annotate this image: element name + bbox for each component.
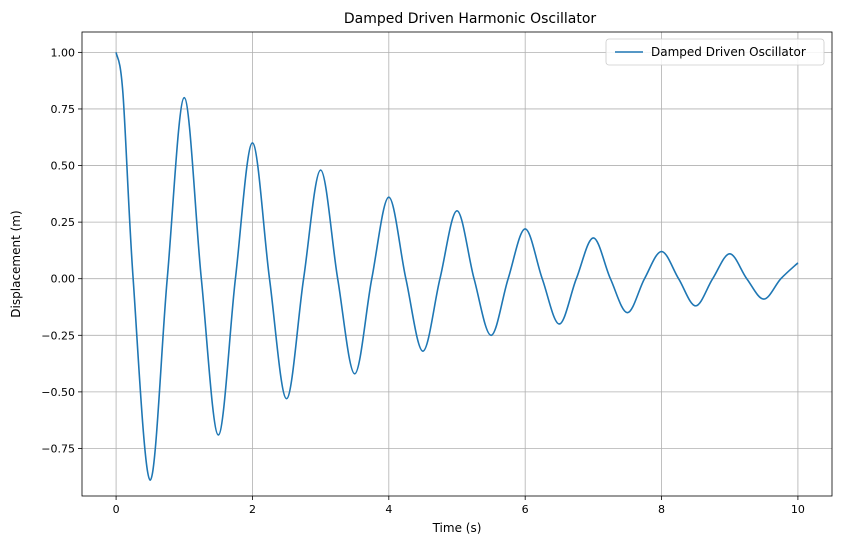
- series-layer: [115, 52, 799, 481]
- series-line: [115, 52, 799, 481]
- y-tick-label: 0.25: [51, 216, 76, 229]
- x-tick-label: 10: [791, 503, 805, 516]
- chart-title: Damped Driven Harmonic Oscillator: [344, 11, 597, 27]
- x-tick-label: 8: [658, 503, 665, 516]
- y-tick-label: −0.50: [41, 386, 75, 399]
- legend-label: Damped Driven Oscillator: [651, 45, 806, 59]
- y-tick-label: −0.75: [41, 442, 75, 455]
- x-tick-label: 4: [385, 503, 392, 516]
- x-tick-label: 6: [522, 503, 529, 516]
- x-tick-label: 0: [113, 503, 120, 516]
- y-tick-label: 0.50: [51, 160, 76, 173]
- y-tick-label: −0.25: [41, 329, 75, 342]
- x-tick-label: 2: [249, 503, 256, 516]
- y-tick-label: 0.00: [51, 273, 76, 286]
- x-axis-label: Time (s): [432, 521, 482, 535]
- legend-box: [605, 38, 825, 66]
- y-tick-label: 1.00: [51, 46, 76, 59]
- y-axis-label: Displacement (m): [9, 210, 23, 317]
- legend: Damped Driven Oscillator: [605, 38, 825, 66]
- y-tick-label: 0.75: [51, 103, 76, 116]
- plot-frame: [81, 31, 833, 497]
- tick-layer: 0 2 4 6 8 10 −0.75 −0.50 −0.25 0.00 0.25 0.50 0.75 1.…: [41, 46, 805, 516]
